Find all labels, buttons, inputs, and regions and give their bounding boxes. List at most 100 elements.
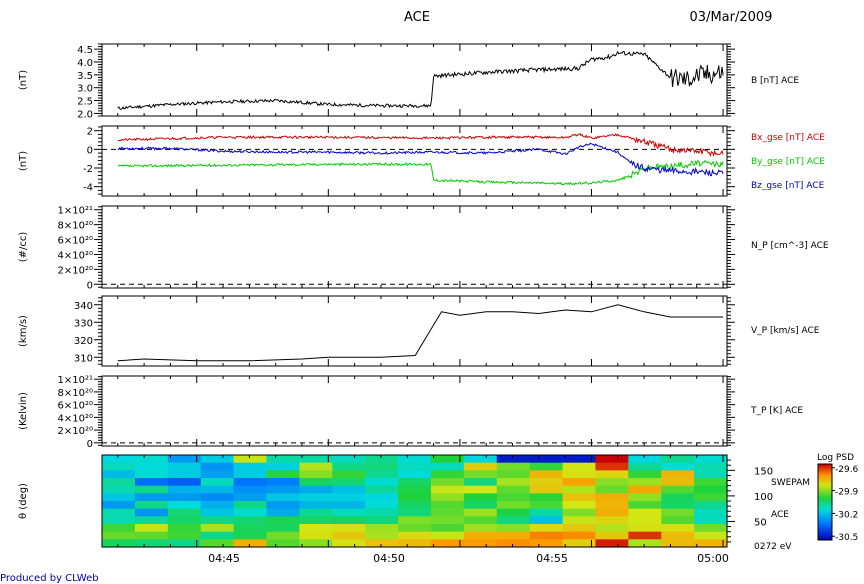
panel-right-label: ACE <box>771 510 789 520</box>
heatmap-cell <box>332 455 366 464</box>
heatmap-cell <box>332 485 366 494</box>
heatmap-cell <box>529 524 564 533</box>
y-axis-label: θ (deg) <box>18 483 29 519</box>
heatmap-cell <box>266 531 300 540</box>
heatmap-cell <box>266 516 300 525</box>
heatmap-cell <box>661 455 695 464</box>
heatmap-cell <box>398 470 432 479</box>
heatmap-cell <box>496 462 531 471</box>
time-axis: 04:45 04:50 04:55 05:00 <box>208 552 729 565</box>
y-tick-label: 4.0 <box>77 58 93 69</box>
heatmap-cell <box>266 485 300 494</box>
heatmap-cell <box>299 462 333 471</box>
series-bz-line <box>117 142 724 177</box>
heatmap-cell <box>365 462 399 471</box>
colorbar-tick-label: -29.6 <box>835 465 859 475</box>
time-tick-label: 04:50 <box>373 552 405 565</box>
heatmap-cell <box>134 516 169 525</box>
colorbar-segment <box>818 486 832 490</box>
heatmap-cell <box>496 539 531 548</box>
heatmap-cell <box>365 485 399 494</box>
y-tick-label: -2 <box>83 164 93 175</box>
heatmap-cell <box>365 508 399 517</box>
heatmap-cell <box>266 501 300 510</box>
panel-bgse: -4 -2 0 2 (nT) Bx_gse [nT] ACE By_gse [nT] ACE… <box>18 125 825 197</box>
colorbar-segment <box>818 483 832 486</box>
heatmap-cell <box>694 470 728 479</box>
colorbar-segment <box>818 530 832 533</box>
heatmap-cell <box>167 524 202 533</box>
heatmap-cell <box>562 524 597 533</box>
heatmap-cell <box>233 478 268 487</box>
colorbar-segment <box>818 507 832 511</box>
heatmap-cell <box>299 470 333 479</box>
time-tick-label: 04:55 <box>536 552 568 565</box>
heatmap-cell <box>430 531 465 540</box>
y-tick-label: 8×10²⁰ <box>58 221 93 232</box>
heatmap-cell <box>430 501 465 510</box>
heatmap-cell <box>595 524 629 533</box>
series-legend-label: T_P [K] ACE <box>750 406 803 416</box>
panel-frame <box>101 125 728 197</box>
heatmap-cell <box>200 539 235 548</box>
heatmap-cell <box>365 493 399 502</box>
heatmap-cell <box>102 508 136 517</box>
colorbar-segment <box>818 528 832 531</box>
heatmap-cell <box>628 455 662 464</box>
heatmap-cell <box>694 485 728 494</box>
heatmap-cell <box>562 493 597 502</box>
heatmap-cell <box>430 455 465 464</box>
heatmap-cell <box>595 470 629 479</box>
colorbar-segment <box>818 492 832 495</box>
heatmap-cell <box>529 493 564 502</box>
y-tick-label: 2×10²⁰ <box>58 265 93 276</box>
heatmap-cell <box>661 478 695 487</box>
heatmap-cell <box>398 493 432 502</box>
heatmap-cell <box>595 478 629 487</box>
heatmap-cell <box>167 531 202 540</box>
heatmap-cell <box>102 455 136 464</box>
heatmap-cell <box>562 516 597 525</box>
heatmap-cell <box>628 485 662 494</box>
heatmap-cell <box>233 485 268 494</box>
colorbar-segment <box>818 534 832 537</box>
heatmap-cell <box>529 470 564 479</box>
heatmap-cell <box>398 485 432 494</box>
heatmap-cell <box>134 508 169 517</box>
y-tick-label: 2×10²⁰ <box>58 426 93 437</box>
heatmap-cell <box>365 470 399 479</box>
colorbar-title: Log PSD <box>817 453 854 463</box>
colorbar-segment <box>818 488 832 492</box>
heatmap-cell <box>595 539 629 548</box>
colorbar-segment <box>818 464 832 467</box>
heatmap-cell <box>628 493 662 502</box>
heatmap-cell <box>661 485 695 494</box>
heatmap-cell <box>200 470 235 479</box>
heatmap-cell <box>167 539 202 548</box>
y-axis-label: (km/s) <box>18 315 29 347</box>
y-tick-label: 100 <box>754 492 773 503</box>
heatmap-cell <box>562 531 597 540</box>
heatmap-cell <box>167 470 202 479</box>
heatmap-cell <box>661 462 695 471</box>
heatmap-cell <box>365 524 399 533</box>
panel-frame <box>101 43 728 117</box>
heatmap-cell <box>134 493 169 502</box>
y-tick-label: 2 <box>87 127 93 138</box>
y-tick-label: 310 <box>74 353 93 364</box>
colorbar-segment <box>818 522 832 526</box>
heatmap-cell <box>233 516 268 525</box>
y-tick-label: 2.0 <box>77 109 93 120</box>
heatmap-cell <box>134 455 169 464</box>
colorbar-segment <box>818 481 832 484</box>
heatmap-cell <box>694 516 728 525</box>
colorbar-segment <box>818 515 832 518</box>
heatmap-cell <box>134 470 169 479</box>
heatmap-cell <box>266 462 300 471</box>
heatmap-cell <box>661 516 695 525</box>
y-tick-label: 0 <box>87 280 93 291</box>
heatmap-cell <box>694 478 728 487</box>
heatmap-cell <box>200 501 235 510</box>
heatmap-cell <box>332 493 366 502</box>
y-tick-label: 1×10²¹ <box>58 206 93 217</box>
